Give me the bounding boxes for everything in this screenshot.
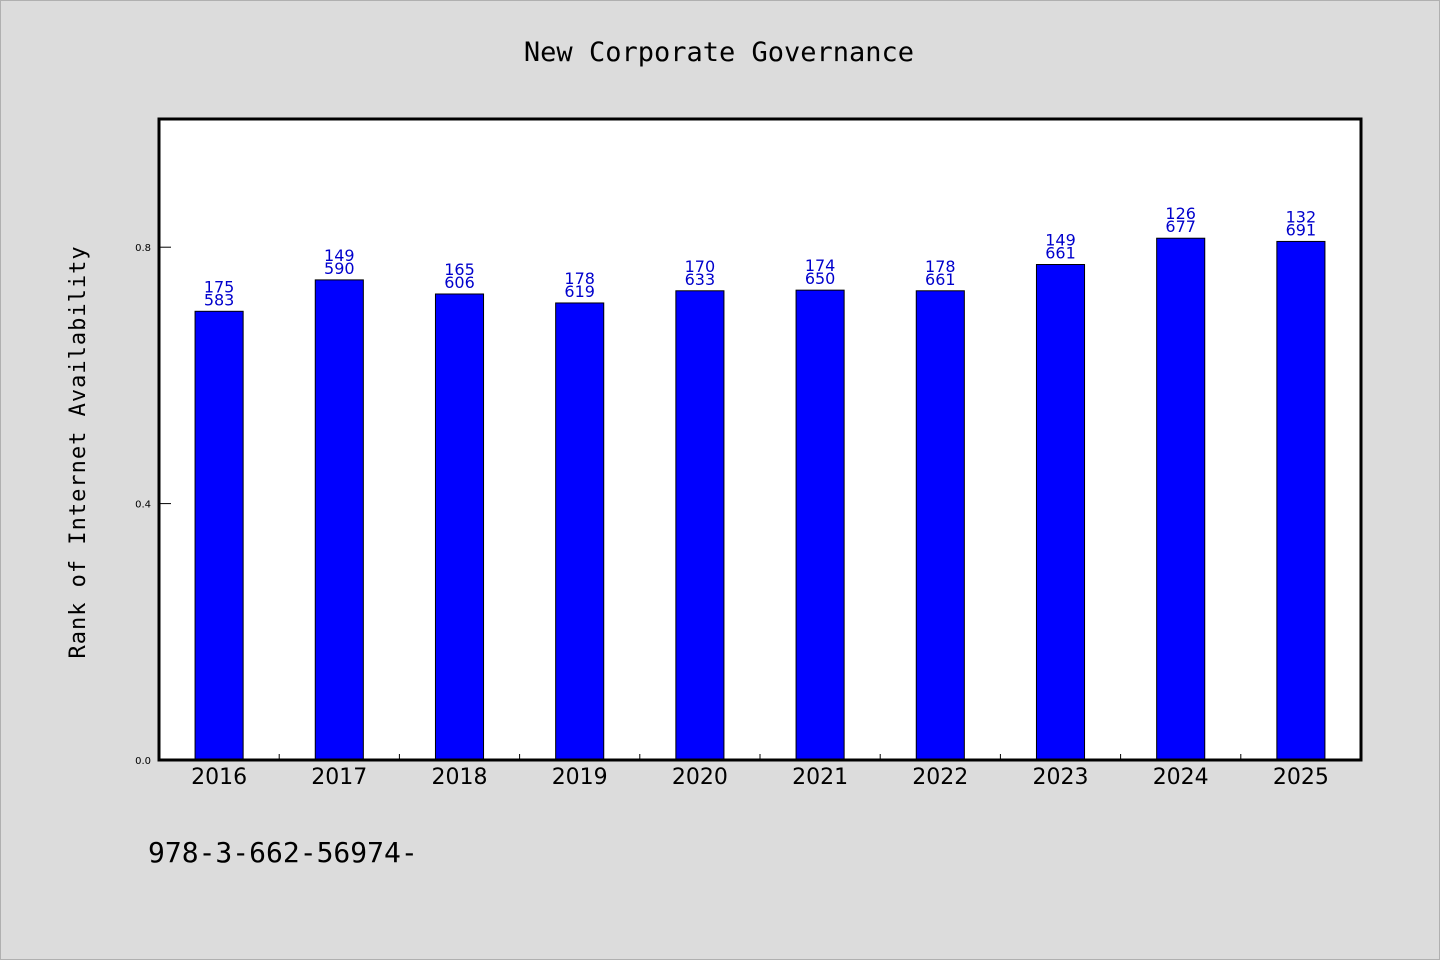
y-tick-label-0.8: 0.8	[135, 243, 151, 254]
bar-2018	[434, 293, 485, 761]
plot-border	[157, 117, 1363, 762]
bar-label-bottom-2018: 606	[444, 273, 475, 292]
x-tick-label-2020: 2020	[672, 765, 728, 790]
x-tick-label-2025: 2025	[1273, 765, 1329, 790]
bar-2024	[1156, 237, 1206, 761]
chart-title: New Corporate Governance	[524, 37, 914, 68]
x-tick-label-2021: 2021	[792, 765, 848, 790]
y-tick-label-0.0: 0.0	[135, 756, 151, 767]
y-axis-label: Rank of Internet Availability	[66, 245, 91, 658]
bar-label-bottom-2024: 677	[1165, 217, 1196, 236]
bar-2016	[194, 310, 244, 761]
x-tick-label-2018: 2018	[432, 765, 488, 790]
x-tick-label-2016: 2016	[191, 765, 247, 790]
bar-label-bottom-2019: 619	[564, 282, 595, 301]
x-tick-label-2023: 2023	[1033, 765, 1089, 790]
bar-2017	[314, 279, 364, 761]
bar-label-bottom-2020: 633	[685, 270, 716, 289]
bar-label-top-2022: 178	[925, 257, 956, 276]
bar-2023	[1035, 264, 1086, 761]
footer-text: 978-3-662-56974-	[148, 836, 418, 869]
bar-label-top-2020: 170	[685, 257, 716, 276]
bar-label-bottom-2017: 590	[324, 259, 355, 278]
bar-label-top-2023: 149	[1045, 231, 1076, 250]
bar-label-bottom-2016: 583	[204, 290, 235, 309]
bar-label-top-2024: 126	[1165, 204, 1196, 223]
bar-2020	[675, 290, 725, 761]
bar-label-top-2016: 175	[204, 277, 235, 296]
x-tick-label-2017: 2017	[311, 765, 367, 790]
bar-2021	[795, 289, 845, 761]
bar-label-bottom-2025: 691	[1286, 220, 1317, 239]
bar-label-top-2019: 178	[564, 269, 595, 288]
bar-label-bottom-2023: 661	[1045, 244, 1076, 263]
y-tick-label-0.4: 0.4	[135, 500, 151, 511]
bar-2025	[1276, 240, 1326, 761]
bar-label-top-2018: 165	[444, 260, 475, 279]
bar-2022	[915, 290, 965, 761]
bar-label-top-2025: 132	[1286, 207, 1317, 226]
bar-label-top-2021: 174	[805, 256, 836, 275]
x-tick-label-2024: 2024	[1153, 765, 1209, 790]
bar-label-bottom-2022: 661	[925, 270, 956, 289]
bar-label-bottom-2021: 650	[805, 269, 836, 288]
bar-label-top-2017: 149	[324, 246, 355, 265]
ticks-group: 2016 2017 2018 2019 2020 2021 2022 2023 2024 2025…	[135, 243, 1329, 790]
x-tick-label-2022: 2022	[912, 765, 968, 790]
x-tick-label-2019: 2019	[552, 765, 608, 790]
bar-2019	[555, 302, 605, 761]
